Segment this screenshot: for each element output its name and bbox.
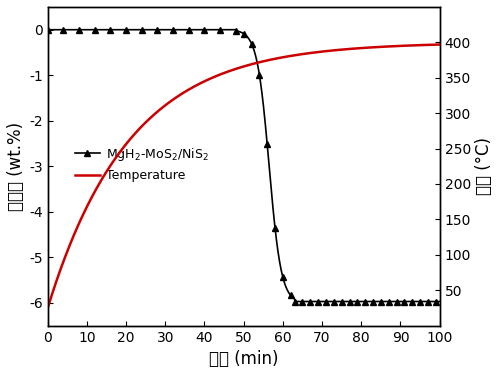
Y-axis label: 放氢量 (wt.%): 放氢量 (wt.%) (7, 122, 25, 211)
Legend: MgH$_2$-MoS$_2$/NiS$_2$, Temperature: MgH$_2$-MoS$_2$/NiS$_2$, Temperature (70, 141, 214, 187)
Y-axis label: 温度 (°C): 温度 (°C) (475, 137, 493, 195)
X-axis label: 时间 (min): 时间 (min) (209, 350, 278, 368)
